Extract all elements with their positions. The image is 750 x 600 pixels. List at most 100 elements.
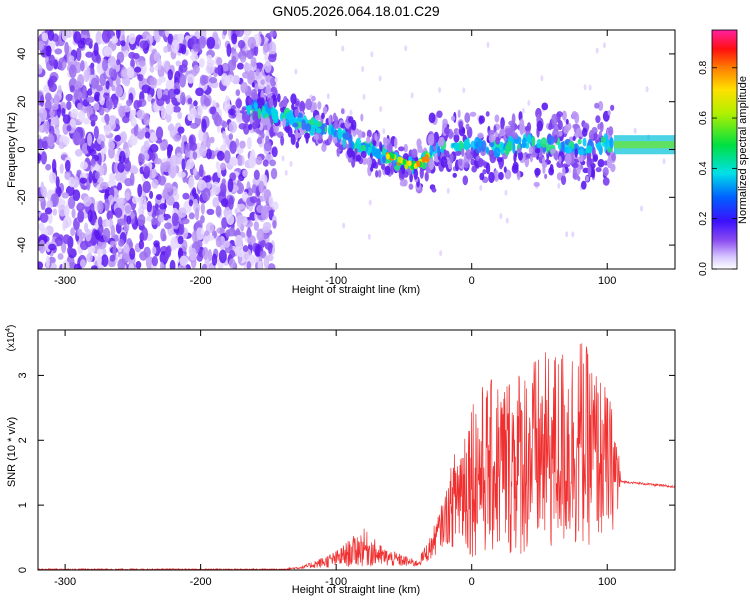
spectrogram-cell bbox=[118, 105, 126, 118]
spectrogram-cell bbox=[268, 195, 274, 208]
spectrogram-cell bbox=[504, 189, 508, 196]
spectrogram-cell bbox=[264, 242, 273, 251]
snr-ticks: -300 -200 -100 0 100 0 1 2 3 bbox=[17, 330, 675, 588]
spectrogram-cell bbox=[159, 261, 165, 269]
spectrogram-cell bbox=[74, 148, 83, 157]
spectrogram-cell bbox=[596, 141, 602, 151]
snr-frame bbox=[37, 329, 676, 571]
spectrogram-cell bbox=[138, 59, 146, 67]
spectrogram-cell bbox=[114, 153, 120, 162]
snr-y-tick-label: 2 bbox=[17, 437, 29, 443]
spectrogram-cell bbox=[411, 148, 418, 158]
spectrogram-cell bbox=[239, 140, 246, 149]
spectrogram-cell bbox=[180, 141, 185, 155]
snr-y-tick-label: 1 bbox=[17, 502, 29, 508]
spectrogram-cell bbox=[119, 150, 126, 164]
spectrogram-cell bbox=[130, 109, 137, 117]
spectrogram-cell bbox=[135, 260, 142, 269]
spectrogram-cell bbox=[171, 212, 179, 227]
spectrogram-cell bbox=[172, 105, 181, 113]
spectrogram-cell bbox=[258, 180, 265, 194]
spectrogram-cell bbox=[105, 219, 111, 227]
spectrogram-cell bbox=[640, 205, 644, 212]
spectrogram-y-tick-label: -40 bbox=[16, 237, 28, 253]
spectrogram-cell bbox=[61, 192, 70, 199]
spectrogram-cell bbox=[250, 56, 257, 68]
spectrogram-cell bbox=[366, 136, 371, 144]
spectrogram-cell bbox=[548, 123, 553, 131]
spectrogram-cell bbox=[500, 120, 505, 131]
spectrogram-cell bbox=[597, 159, 605, 168]
spectrogram-cell bbox=[169, 259, 176, 269]
spectrogram-cell bbox=[234, 234, 243, 249]
spectrogram-cell bbox=[416, 160, 421, 167]
spectrogram-cell bbox=[295, 141, 300, 149]
spectrogram-cell bbox=[137, 73, 144, 82]
spectrogram-cell bbox=[494, 114, 500, 123]
spectrogram-cell bbox=[256, 228, 265, 242]
spectrogram-cell bbox=[151, 255, 158, 267]
spectrogram-cell bbox=[162, 233, 167, 242]
spectrogram-cell bbox=[586, 151, 592, 160]
spectrogram-cell bbox=[355, 128, 360, 135]
spectrogram-cell bbox=[313, 101, 317, 112]
spectrogram-cell bbox=[321, 143, 327, 152]
spectrogram-cell bbox=[360, 113, 364, 122]
spectrogram-cell bbox=[372, 140, 377, 147]
spectrogram-cell bbox=[139, 203, 148, 210]
spectrogram-cell bbox=[118, 238, 125, 247]
spectrogram-cell bbox=[577, 176, 581, 182]
snr-scale-exp: 4 bbox=[5, 328, 12, 332]
spectrogram-cell bbox=[163, 45, 169, 54]
spectrogram-cell bbox=[160, 162, 165, 174]
spectrogram-cell bbox=[255, 156, 263, 166]
spectrogram-cell bbox=[246, 261, 252, 269]
spectrogram-cell bbox=[73, 31, 82, 44]
spectrogram-cell bbox=[547, 135, 555, 145]
spectrogram-cell bbox=[198, 164, 204, 178]
spectrogram-cell bbox=[442, 118, 448, 127]
spectrogram-cell bbox=[69, 85, 75, 93]
spectrogram-cell bbox=[479, 115, 485, 124]
spectrogram-cell bbox=[160, 108, 167, 119]
spectrogram-cell bbox=[410, 164, 415, 171]
spectrogram-cell bbox=[267, 124, 271, 131]
spectrogram-cell bbox=[97, 152, 102, 166]
spectrogram-cell bbox=[170, 236, 178, 251]
spectrogram-cell bbox=[520, 142, 527, 149]
spectrogram-cell bbox=[191, 187, 197, 198]
spectrogram-cell bbox=[272, 110, 278, 121]
spectrogram-cell bbox=[362, 93, 366, 100]
spectrogram-cell bbox=[428, 112, 436, 124]
spectrogram-cell bbox=[247, 36, 256, 49]
spectrogram-cell bbox=[507, 127, 513, 133]
spectrogram-cell bbox=[488, 171, 495, 184]
spectrogram-cell bbox=[550, 148, 557, 154]
spectrogram-cell bbox=[69, 118, 76, 127]
spectrogram-cell bbox=[123, 243, 130, 253]
spectrogram-cell bbox=[80, 161, 88, 170]
spectrogram-cell bbox=[201, 118, 207, 133]
spectrogram-cell bbox=[99, 72, 107, 87]
spectrogram-cell bbox=[346, 147, 354, 158]
spectrogram-cell bbox=[436, 110, 443, 119]
spectrogram-cell bbox=[394, 137, 398, 149]
spectrogram-cell bbox=[259, 239, 266, 248]
spectrogram-cell bbox=[270, 77, 277, 87]
spectrogram-cell bbox=[253, 169, 260, 180]
spectrogram-cell bbox=[193, 64, 200, 74]
spectrogram-cell bbox=[96, 84, 103, 92]
colorbar-tick-label: 0.0 bbox=[698, 262, 709, 276]
spectrogram-cell bbox=[236, 154, 243, 166]
spectrogram-cells bbox=[38, 30, 675, 269]
spectrogram-cell bbox=[465, 123, 470, 130]
spectrogram-x-axis-label: Height of straight line (km) bbox=[292, 284, 420, 296]
spectrogram-cell bbox=[93, 42, 99, 57]
spectrogram-cell bbox=[65, 93, 74, 102]
spectrogram-cell bbox=[151, 178, 159, 189]
spectrogram-cell bbox=[107, 179, 117, 187]
spectrogram-cell bbox=[562, 166, 566, 177]
spectrogram-cell bbox=[149, 143, 159, 153]
spectrogram-cell bbox=[269, 126, 274, 139]
spectrogram-cell bbox=[349, 109, 353, 116]
